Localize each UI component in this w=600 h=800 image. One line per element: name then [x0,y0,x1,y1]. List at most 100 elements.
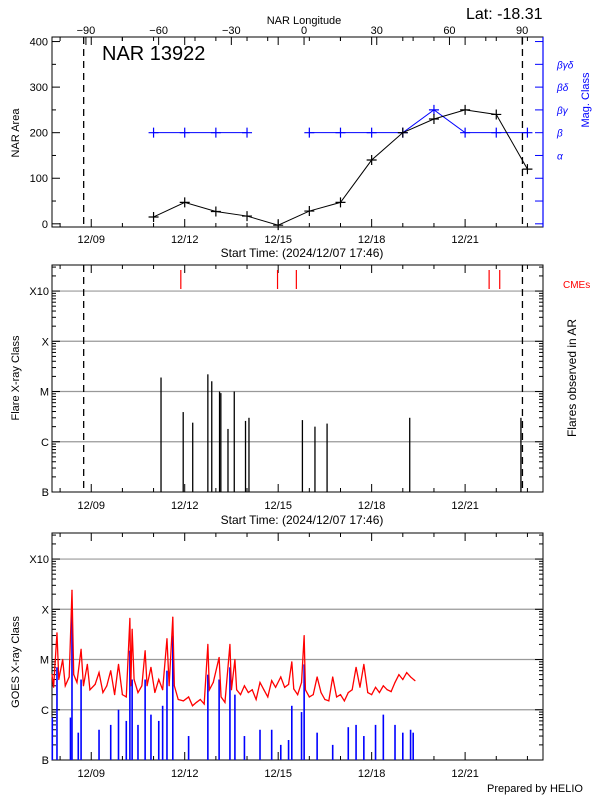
goes-long-point [158,678,160,681]
goes-long-point [141,685,143,687]
goes-long-point [259,681,261,684]
goes-long-point [162,689,164,691]
goes-long-point [150,666,152,668]
goes-long-point [53,686,55,688]
goes-long-point [394,681,396,684]
goes-long-point [182,700,185,702]
goes-long-point [316,676,318,678]
goes-long-point [271,680,273,682]
goes-long-point [58,678,60,681]
goes-long-point [293,688,295,690]
panel2-y-tick-label: M [40,387,49,399]
goes-long-point [80,648,82,650]
goes-long-point [102,691,104,694]
goes-long-point [199,698,201,701]
goes-long-point [343,700,345,702]
panel1-x-tick-label: 12/15 [264,234,292,246]
goes-long-point [218,656,220,659]
goes-long-point [220,696,222,698]
goes-long-point [144,650,146,652]
goes-long-point [382,685,384,687]
goes-long-point [106,685,108,687]
panel1-x-tick-label: 12/21 [451,234,479,246]
panel2-ylabel: Flare X-ray Class [10,335,22,420]
goes-long-point [73,674,75,676]
goes-long-point [374,686,377,688]
panel2-x-tick-label: 12/21 [451,500,479,512]
panel3-x-tick-label: 12/18 [358,768,386,780]
goes-long-point [402,678,404,681]
goes-long-point [386,689,388,691]
panel2-y-tick-label: X [42,336,50,348]
panel3-y-tick-label: M [40,655,49,667]
goes-long-point [76,681,78,684]
goes-long-point [328,700,330,702]
goes-long-point [247,691,249,694]
goes-long-point [117,663,120,665]
goes-long-point [130,685,132,687]
panel3-frame [51,532,544,761]
mag-class-tick-label: β [556,129,563,140]
goes-long-point [303,634,305,637]
goes-long-point [274,686,277,688]
goes-long-point [335,696,338,698]
goes-long-point [320,691,322,694]
nar-area-line [153,109,528,226]
panel1-x-tick-label: 12/09 [77,234,105,246]
goes-long-point [168,685,170,687]
goes-long-point [363,663,365,665]
goes-long-point [308,696,310,698]
goes-long-point [230,689,233,691]
panel1-xlabel: Start Time: (2024/12/07 17:46) [221,246,384,260]
panel1-y-tick-label: 200 [30,128,48,140]
goes-long-point [133,678,135,681]
panel2-x-tick-label: 12/12 [171,500,199,512]
longitude-tick-label: 60 [443,25,455,37]
goes-long-point [207,643,209,646]
goes-long-point [291,661,293,663]
goes-long-point [243,685,246,687]
lat-label: Lat: -18.31 [466,6,543,23]
goes-long-point [359,686,361,688]
panel2-frame [51,264,544,493]
longitude-tick-label: 30 [371,25,383,37]
mag-class-tick-label: βγ [556,106,569,117]
goes-long-point [406,671,408,674]
goes-long-point [166,638,168,640]
panel1-y-tick-label: 400 [30,37,48,49]
goes-long-point [409,676,412,678]
panel3-y-tick-label: X [42,604,50,616]
goes-long-point [234,658,236,661]
region-title: NAR 13922 [102,43,205,65]
goes-long-point [82,685,85,687]
goes-long-point [154,691,156,694]
goes-long-point [332,676,334,678]
goes-long-point [172,616,174,618]
goes-long-point [300,681,303,684]
mag-class-tick-label: βγδ [556,60,574,71]
goes-long-point [195,701,197,704]
goes-long-point [71,589,73,591]
panel1-frame [51,36,544,228]
goes-long-point [98,671,100,674]
panel2-x-tick-label: 12/18 [358,500,386,512]
goes-long-point [114,694,116,696]
goes-long-point [56,632,58,634]
panel1-ylabel: NAR Area [10,108,22,158]
goes-long-point [236,689,238,691]
goes-long-point [191,705,194,707]
mag-class-line [309,109,528,134]
goes-long-point [297,694,299,696]
top-axis-label: NAR Longitude [267,15,342,27]
goes-long-point [94,683,96,685]
mag-class-tick-label: βδ [556,83,569,94]
goes-long-point [129,617,131,619]
panel3-y-tick-label: C [41,705,49,717]
goes-long-point [398,674,400,676]
longitude-tick-label: −30 [222,25,241,37]
goes-long-point [390,690,392,693]
panel3-y-tick-label: B [42,755,49,767]
panel3-x-tick-label: 12/21 [451,768,479,780]
panel1-x-tick-label: 12/18 [358,234,386,246]
goes-long-point [280,676,282,678]
